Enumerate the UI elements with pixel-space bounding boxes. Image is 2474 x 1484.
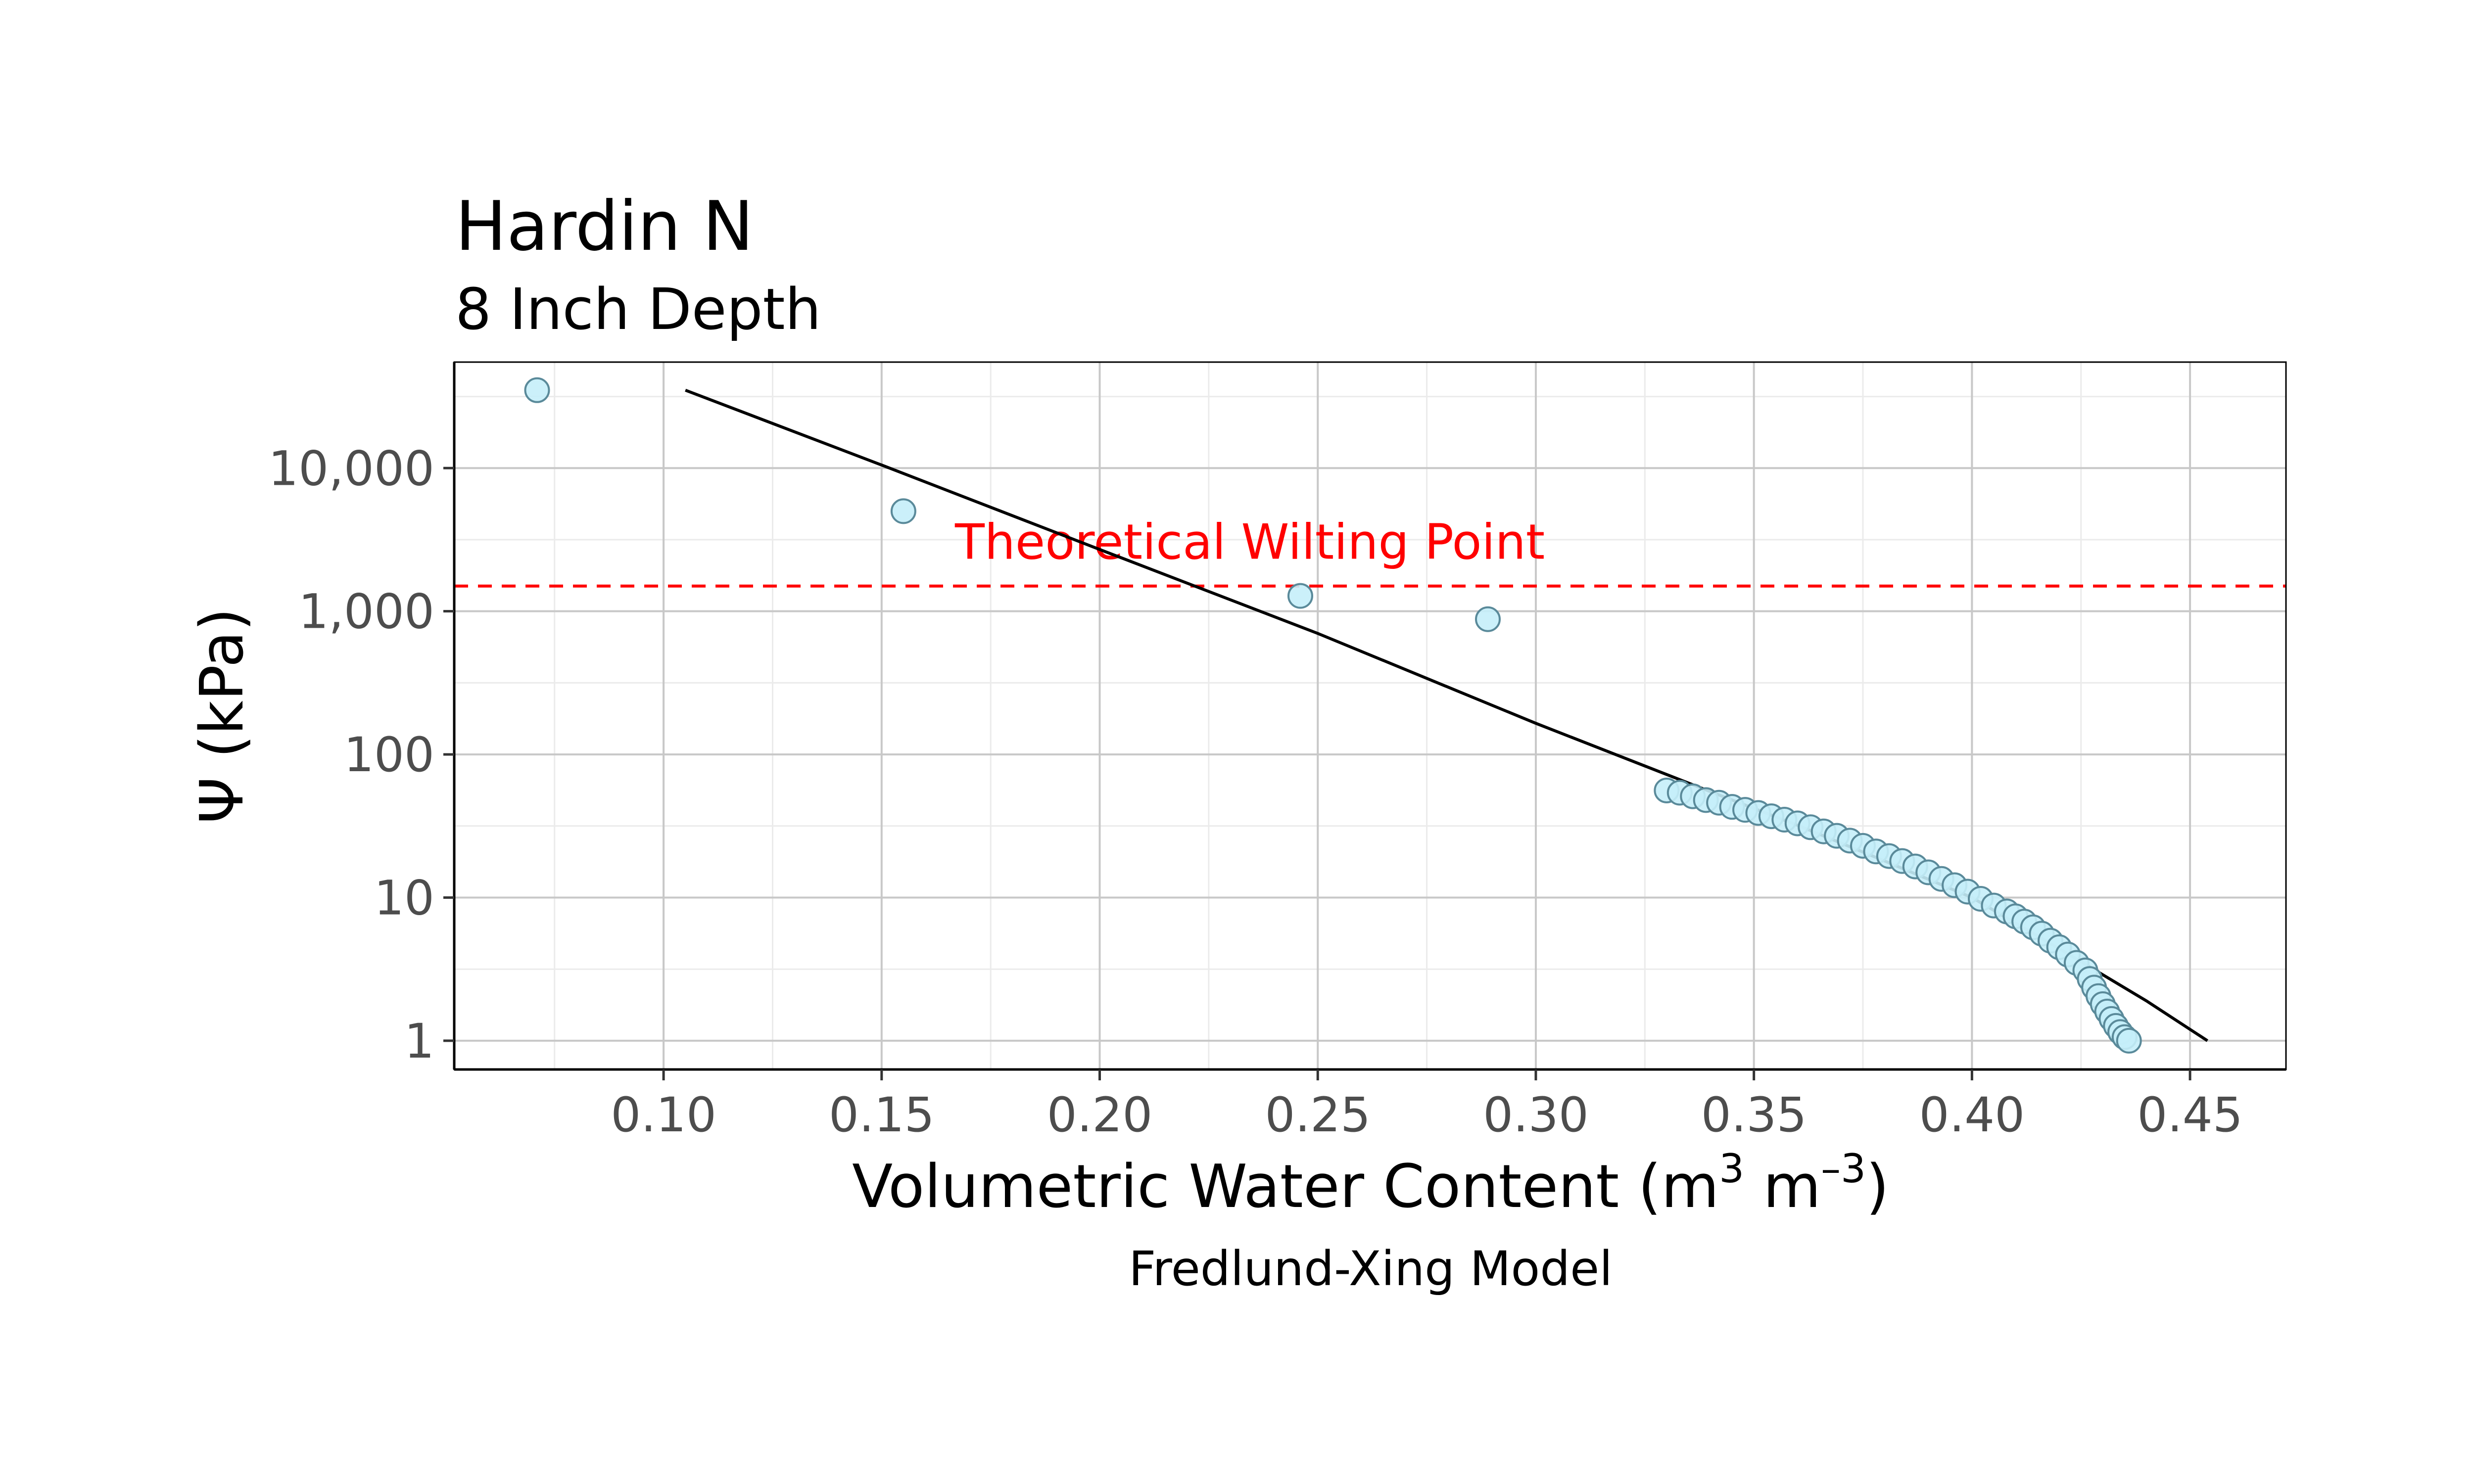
plot-border — [453, 361, 2287, 1070]
x-tick-label: 0.10 — [611, 1087, 716, 1143]
y-tick-label: 10 — [374, 871, 434, 926]
x-tick-label: 0.15 — [829, 1087, 935, 1143]
x-axis-title-sup-1: 3 — [1719, 1146, 1744, 1192]
data-point — [1475, 606, 1501, 632]
x-axis-title-sup-2: –3 — [1821, 1146, 1866, 1192]
x-axis-title-main: Volumetric Water Content (m — [852, 1153, 1719, 1221]
x-axis-title: Volumetric Water Content (m3 m–3) — [852, 1146, 1889, 1221]
y-tick-label: 1,000 — [298, 584, 434, 640]
plot-panel — [454, 362, 2286, 1069]
chart-caption: Fredlund-Xing Model — [1129, 1241, 1613, 1297]
x-tick-label: 0.30 — [1483, 1087, 1589, 1143]
x-tick-label: 0.45 — [2137, 1087, 2243, 1143]
y-tick-label: 10,000 — [268, 441, 434, 496]
data-point — [2116, 1027, 2142, 1054]
wilting-point-label: Theoretical Wilting Point — [954, 514, 1545, 571]
data-point — [1287, 583, 1313, 609]
data-point — [890, 498, 916, 524]
y-axis-ticks: 1 10 100 1,000 10,000 — [268, 441, 454, 1069]
y-axis-title: Ψ (kPa) — [188, 608, 257, 824]
x-tick-label: 0.35 — [1701, 1087, 1807, 1143]
x-axis-ticks: 0.10 0.15 0.20 0.25 0.30 0.35 0.40 0.45 — [611, 1069, 2243, 1143]
x-axis-title-mid: m — [1744, 1153, 1821, 1221]
y-tick-label: 1 — [404, 1014, 434, 1069]
data-point — [524, 377, 550, 403]
x-axis-title-end: ) — [1866, 1153, 1889, 1221]
x-tick-label: 0.25 — [1265, 1087, 1371, 1143]
chart-subtitle: 8 Inch Depth — [455, 277, 821, 343]
y-tick-label: 100 — [344, 727, 434, 783]
x-tick-label: 0.40 — [1919, 1087, 2025, 1143]
data-points — [524, 377, 2142, 1054]
chart-title: Hardin N — [455, 186, 754, 266]
x-tick-label: 0.20 — [1047, 1087, 1153, 1143]
